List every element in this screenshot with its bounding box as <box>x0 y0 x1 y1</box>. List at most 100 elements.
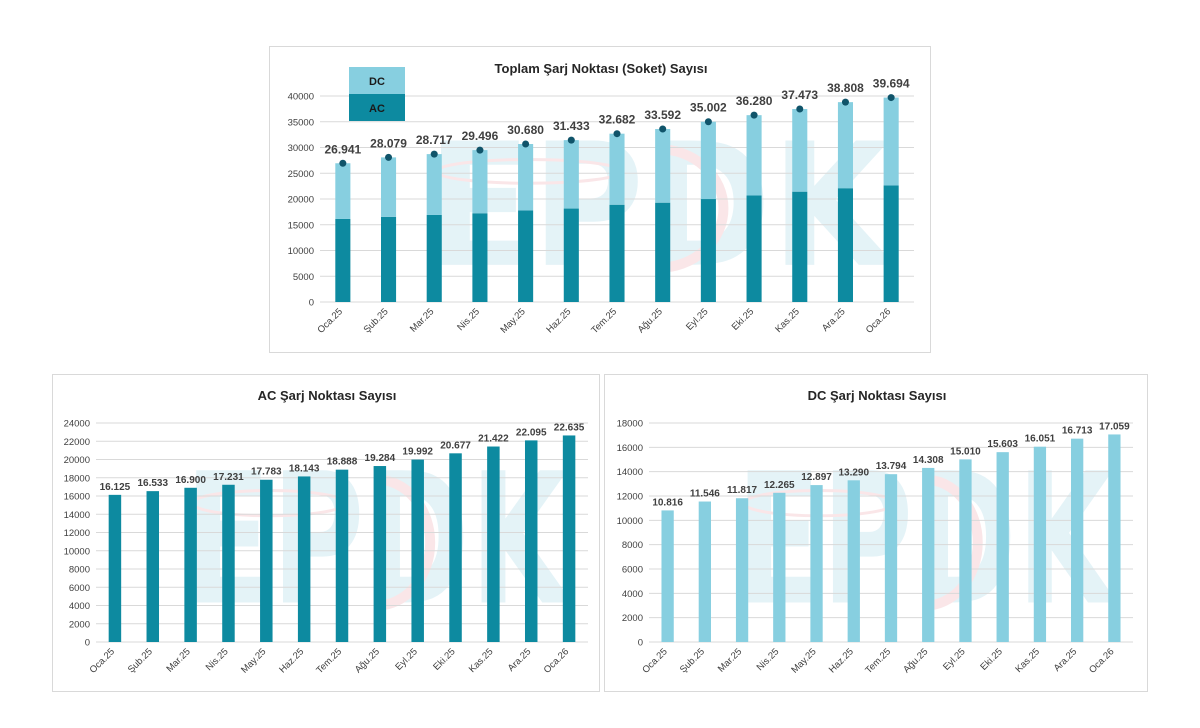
data-label: 13.794 <box>876 461 907 472</box>
bar-single <box>773 492 786 642</box>
data-label: 32.682 <box>599 113 636 127</box>
data-label: 37.473 <box>781 88 818 102</box>
y-tick-label: 18000 <box>617 419 643 430</box>
x-tick-label: Kas.25 <box>467 646 496 675</box>
bar-single <box>449 453 462 642</box>
x-tick-label: May.25 <box>789 646 818 675</box>
chart-title: DC Şarj Noktası Sayısı <box>808 388 947 403</box>
watermark-arc <box>924 474 983 611</box>
data-label: 16.533 <box>137 478 168 489</box>
x-tick-label: Eki.25 <box>978 646 1004 672</box>
y-tick-label: 8000 <box>622 540 643 551</box>
data-label: 14.308 <box>913 455 944 466</box>
y-tick-label: 30000 <box>288 143 314 154</box>
bar-ac <box>472 213 488 302</box>
x-tick-label: Şub.25 <box>678 646 707 675</box>
legend-swatch-ac <box>349 94 405 121</box>
x-tick-label: Tem.25 <box>863 646 893 676</box>
bar-single <box>335 469 349 642</box>
bar-single <box>487 446 500 642</box>
data-label: 12.897 <box>801 472 832 483</box>
x-tick-label: Şub.25 <box>362 306 391 335</box>
x-tick-label: Tem.25 <box>589 306 619 336</box>
dc-chart: DC Şarj Noktası SayısıEPDK02000400060008… <box>617 388 1133 676</box>
x-tick-label: Nis.25 <box>755 646 782 673</box>
y-tick-label: 4000 <box>622 589 643 600</box>
total-marker <box>796 105 804 113</box>
y-tick-label: 0 <box>309 298 314 309</box>
data-label: 31.433 <box>553 119 590 133</box>
bar-single <box>661 510 674 642</box>
y-tick-label: 0 <box>85 638 90 649</box>
bar-dc <box>655 129 671 203</box>
bar-single <box>847 480 860 642</box>
bar-single <box>562 435 576 642</box>
dc-chart-panel: DC Şarj Noktası Sayısı EPDK 0 2000 4000 6000 8… <box>604 374 1148 692</box>
bar-dc <box>746 115 762 196</box>
bar-single <box>884 474 898 642</box>
y-tick-label: 6000 <box>622 565 643 576</box>
bar-dc <box>883 97 899 186</box>
data-label: 16.051 <box>1025 434 1056 445</box>
data-label: 12.265 <box>764 480 795 491</box>
total-marker <box>841 98 849 106</box>
bar-single <box>222 484 235 642</box>
x-tick-label: Eki.25 <box>431 646 457 672</box>
x-tick-label: Ağu.25 <box>636 306 665 335</box>
data-label: 18.143 <box>289 463 320 474</box>
y-tick-label: 22000 <box>64 437 90 448</box>
data-label: 15.603 <box>987 439 1018 450</box>
y-tick-label: 16000 <box>64 492 90 503</box>
total-marker <box>704 118 712 126</box>
y-tick-label: 2000 <box>622 613 643 624</box>
x-tick-label: Eyl.25 <box>393 646 419 672</box>
data-label: 29.496 <box>462 129 499 143</box>
legend-label-ac: AC <box>369 103 385 115</box>
x-tick-label: Haz.25 <box>277 646 306 675</box>
y-tick-label: 2000 <box>69 619 90 630</box>
bar-ac <box>746 195 762 302</box>
data-label: 39.694 <box>873 77 910 91</box>
bar-ac <box>792 191 808 302</box>
data-label: 15.010 <box>950 446 981 457</box>
bar-dc <box>518 143 534 211</box>
data-label: 28.079 <box>370 136 407 150</box>
bar-single <box>698 501 711 642</box>
x-tick-label: Mar.25 <box>716 646 744 674</box>
total-chart-panel: Toplam Şarj Noktası (Soket) Sayısı EPDK 0 5… <box>269 46 931 353</box>
x-tick-label: Haz.25 <box>827 646 856 675</box>
x-tick-label: Ara.25 <box>506 646 534 674</box>
x-tick-label: Haz.25 <box>544 306 573 335</box>
x-tick-label: Ara.25 <box>1052 646 1080 674</box>
bar-single <box>146 491 160 642</box>
ac-chart-panel: AC Şarj Noktası Sayısı EPDK 0 2000 4000 6000 8… <box>52 374 600 692</box>
data-label: 11.817 <box>727 485 757 496</box>
x-tick-label: May.25 <box>498 306 527 335</box>
bar-single <box>996 452 1009 642</box>
legend: DC AC <box>349 67 405 121</box>
total-chart: Toplam Şarj Noktası (Soket) SayısıEPDK05… <box>288 61 914 336</box>
bar-dc <box>426 154 442 215</box>
bar-single <box>108 494 122 642</box>
y-tick-label: 14000 <box>617 467 643 478</box>
bar-single <box>184 487 197 642</box>
bar-dc <box>792 109 808 192</box>
bar-ac <box>883 185 899 302</box>
bar-single <box>524 440 538 642</box>
total-marker <box>567 136 575 144</box>
x-tick-label: May.25 <box>239 646 268 675</box>
bar-dc <box>563 140 579 209</box>
bar-single <box>373 466 387 642</box>
chart-title: AC Şarj Noktası Sayısı <box>258 388 397 403</box>
y-tick-label: 6000 <box>69 583 90 594</box>
chart-title: Toplam Şarj Noktası (Soket) Sayısı <box>495 61 708 76</box>
bar-dc <box>472 150 488 214</box>
total-marker <box>613 130 621 138</box>
bar-single <box>735 498 749 642</box>
bar-ac <box>426 214 442 302</box>
watermark-arc <box>376 474 436 611</box>
data-label: 17.059 <box>1099 421 1130 432</box>
total-marker <box>522 140 530 148</box>
bar-ac <box>335 218 351 302</box>
total-marker <box>339 159 347 167</box>
